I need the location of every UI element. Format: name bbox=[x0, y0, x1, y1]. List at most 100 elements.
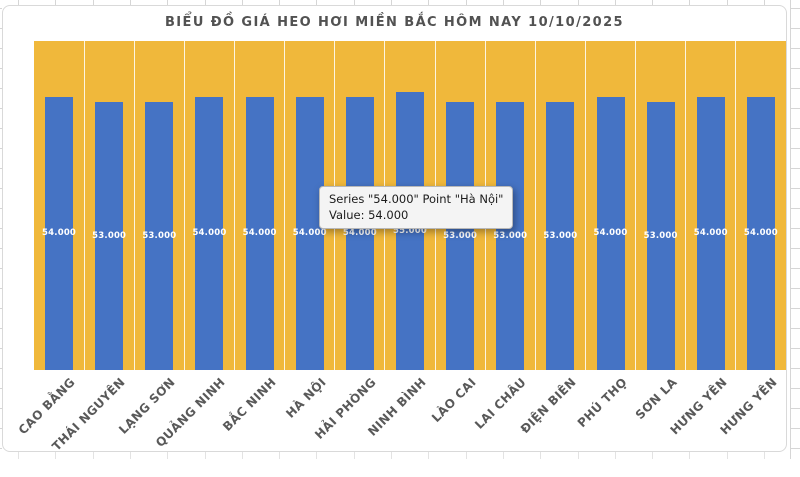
category-separator-gridline bbox=[635, 41, 637, 370]
worksheet-gridline bbox=[790, 168, 800, 169]
worksheet-gridline bbox=[790, 68, 800, 69]
bar[interactable] bbox=[45, 96, 74, 370]
worksheet-gridline bbox=[316, 0, 318, 5]
bar[interactable] bbox=[746, 96, 775, 370]
worksheet-gridline bbox=[652, 0, 654, 5]
worksheet-gridline bbox=[0, 388, 2, 389]
bar[interactable] bbox=[145, 101, 174, 370]
bar[interactable] bbox=[696, 96, 725, 370]
worksheet-gridline bbox=[790, 148, 800, 149]
worksheet-gridline bbox=[167, 0, 169, 5]
worksheet-gridline bbox=[0, 168, 2, 169]
worksheet-gridline bbox=[790, 208, 800, 209]
bar[interactable] bbox=[345, 96, 374, 370]
category-separator-gridline bbox=[234, 41, 236, 370]
worksheet-gridline bbox=[790, 28, 800, 29]
worksheet-gridline bbox=[502, 0, 504, 5]
bar-value-label: 53.000 bbox=[543, 230, 578, 241]
category-separator-gridline bbox=[584, 41, 586, 370]
worksheet-gridline bbox=[0, 368, 2, 369]
x-axis-label: THÁI NGUYÊN bbox=[49, 375, 129, 454]
worksheet-gridline bbox=[353, 452, 355, 459]
worksheet-gridline bbox=[55, 452, 57, 459]
worksheet-gridline bbox=[465, 452, 467, 459]
chart[interactable]: BIỂU ĐỒ GIÁ HEO HƠI MIỀN BẮC HÔM NAY 10/… bbox=[2, 5, 787, 454]
bar[interactable] bbox=[245, 96, 274, 370]
worksheet-gridline bbox=[353, 0, 355, 5]
worksheet-gridline bbox=[0, 308, 2, 309]
worksheet-gridline bbox=[764, 0, 765, 5]
bar-value-label: 53.000 bbox=[443, 230, 478, 241]
tooltip-value-line: Value: 54.000 bbox=[329, 208, 409, 222]
worksheet-gridline bbox=[0, 288, 2, 289]
worksheet-gridline bbox=[0, 348, 2, 349]
category-separator-gridline bbox=[83, 41, 85, 370]
worksheet-gridline bbox=[0, 268, 2, 269]
worksheet-gridline bbox=[92, 452, 94, 459]
bar[interactable] bbox=[446, 101, 475, 370]
bar[interactable] bbox=[396, 91, 424, 370]
worksheet-gridline bbox=[790, 288, 800, 289]
worksheet-gridline bbox=[55, 0, 57, 5]
worksheet-gridline bbox=[0, 128, 2, 129]
worksheet-gridline bbox=[0, 448, 2, 449]
worksheet-gridline bbox=[0, 108, 2, 109]
worksheet-gridline bbox=[726, 452, 728, 459]
x-axis-label: QUẢNG NINH bbox=[153, 375, 229, 450]
bar-value-label: 54.000 bbox=[42, 228, 77, 239]
bar-value-label: 54.000 bbox=[593, 228, 628, 239]
x-axis-label: SƠN LA bbox=[632, 375, 680, 423]
worksheet-gridline bbox=[0, 248, 2, 249]
bar-value-label: 54.000 bbox=[342, 228, 377, 239]
worksheet-gridline bbox=[391, 0, 392, 5]
bar-value-label: 54.000 bbox=[693, 228, 728, 239]
x-axis-label: LẠNG SƠN bbox=[116, 375, 179, 437]
category-separator-gridline bbox=[284, 41, 286, 370]
worksheet-gridline bbox=[790, 368, 800, 369]
worksheet-gridline bbox=[204, 0, 206, 5]
plot-area[interactable]: 54.000 53.000 53.000 54.000 54.000 54.000 54.0… bbox=[34, 41, 786, 370]
worksheet-gridline bbox=[0, 8, 2, 9]
worksheet-gridline bbox=[18, 0, 19, 5]
worksheet-gridline bbox=[790, 348, 800, 349]
worksheet-gridline bbox=[92, 0, 94, 5]
category-separator-gridline bbox=[735, 41, 737, 370]
worksheet-gridline bbox=[614, 452, 616, 459]
worksheet-gridline bbox=[279, 452, 281, 459]
worksheet-gridline bbox=[0, 328, 2, 329]
worksheet-gridline bbox=[790, 388, 800, 389]
category-separator-gridline bbox=[534, 41, 536, 370]
chart-title: BIỂU ĐỒ GIÁ HEO HƠI MIỀN BẮC HÔM NAY 10/… bbox=[165, 15, 624, 30]
worksheet-gridline bbox=[540, 452, 542, 459]
worksheet-gridline bbox=[577, 0, 579, 5]
bar-value-label: 53.000 bbox=[92, 230, 127, 241]
worksheet-gridline bbox=[0, 188, 2, 189]
bar[interactable] bbox=[295, 96, 324, 370]
worksheet-gridline bbox=[790, 8, 800, 9]
bar-value-label: 54.000 bbox=[743, 228, 778, 239]
bar[interactable] bbox=[195, 96, 224, 370]
x-axis-label: ĐIỆN BIÊN bbox=[518, 375, 580, 437]
bar[interactable] bbox=[546, 101, 575, 370]
worksheet-gridline bbox=[428, 452, 430, 459]
bar[interactable] bbox=[646, 101, 675, 370]
worksheet-background: BIỂU ĐỒ GIÁ HEO HƠI MIỀN BẮC HÔM NAY 10/… bbox=[0, 0, 800, 459]
worksheet-gridline bbox=[0, 48, 2, 49]
worksheet-gridline bbox=[790, 228, 800, 229]
worksheet-gridline bbox=[790, 108, 800, 109]
worksheet-gridline bbox=[316, 452, 318, 459]
worksheet-gridline bbox=[0, 148, 2, 149]
worksheet-gridline bbox=[652, 452, 654, 459]
worksheet-gridline bbox=[614, 0, 616, 5]
worksheet-gridline bbox=[790, 248, 800, 249]
bar[interactable] bbox=[95, 101, 124, 370]
category-separator-gridline bbox=[685, 41, 687, 370]
worksheet-gridline bbox=[764, 452, 765, 459]
bar[interactable] bbox=[596, 96, 625, 370]
bar-value-label: 54.000 bbox=[192, 228, 227, 239]
bar[interactable] bbox=[496, 101, 525, 370]
worksheet-gridline bbox=[0, 428, 2, 429]
worksheet-gridline bbox=[167, 452, 169, 459]
worksheet-gridline bbox=[790, 428, 800, 429]
bar-value-label: 54.000 bbox=[292, 228, 327, 239]
